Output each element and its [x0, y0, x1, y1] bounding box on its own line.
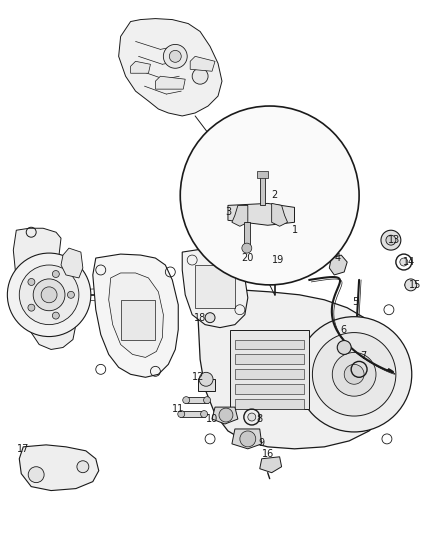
Circle shape — [268, 254, 281, 266]
Polygon shape — [230, 329, 309, 409]
Text: 3: 3 — [225, 207, 231, 217]
Polygon shape — [235, 384, 304, 394]
Circle shape — [28, 467, 44, 482]
Polygon shape — [182, 248, 248, 328]
Circle shape — [381, 230, 401, 250]
Text: 16: 16 — [261, 449, 274, 459]
Polygon shape — [155, 76, 185, 89]
Circle shape — [199, 373, 213, 386]
Text: 2: 2 — [272, 190, 278, 200]
Circle shape — [77, 461, 89, 473]
Polygon shape — [235, 354, 304, 365]
Circle shape — [28, 304, 35, 311]
Polygon shape — [190, 56, 215, 71]
Polygon shape — [329, 255, 347, 275]
Text: 20: 20 — [242, 253, 254, 263]
Text: 17: 17 — [17, 444, 29, 454]
Circle shape — [201, 410, 208, 417]
Circle shape — [312, 333, 396, 416]
Polygon shape — [235, 399, 304, 409]
Text: 1: 1 — [291, 225, 297, 235]
Circle shape — [386, 235, 396, 245]
Text: 7: 7 — [360, 351, 366, 361]
Text: 8: 8 — [257, 414, 263, 424]
Circle shape — [205, 313, 215, 322]
Polygon shape — [235, 369, 304, 379]
Text: 5: 5 — [352, 297, 358, 307]
Polygon shape — [260, 175, 265, 205]
Circle shape — [248, 413, 256, 421]
Polygon shape — [198, 290, 393, 449]
Polygon shape — [198, 379, 215, 391]
Circle shape — [204, 397, 211, 403]
Polygon shape — [13, 228, 76, 350]
Circle shape — [405, 279, 417, 291]
Polygon shape — [185, 397, 208, 403]
Circle shape — [7, 253, 91, 336]
Polygon shape — [244, 222, 250, 245]
Circle shape — [240, 431, 256, 447]
Text: 14: 14 — [403, 257, 415, 267]
Circle shape — [163, 44, 187, 68]
Circle shape — [180, 106, 359, 285]
Polygon shape — [93, 254, 178, 377]
Circle shape — [170, 51, 181, 62]
Polygon shape — [61, 248, 83, 278]
Circle shape — [332, 352, 376, 396]
Text: 4: 4 — [334, 253, 340, 263]
Polygon shape — [232, 429, 262, 449]
Polygon shape — [232, 205, 248, 226]
Circle shape — [41, 287, 57, 303]
Circle shape — [33, 279, 65, 311]
Polygon shape — [131, 61, 150, 73]
Circle shape — [337, 341, 351, 354]
Polygon shape — [260, 457, 282, 473]
Text: 9: 9 — [259, 438, 265, 448]
Polygon shape — [120, 300, 155, 340]
Text: 11: 11 — [172, 404, 184, 414]
Text: 10: 10 — [206, 414, 218, 424]
Circle shape — [192, 68, 208, 84]
Text: 19: 19 — [272, 255, 284, 265]
Polygon shape — [272, 204, 288, 226]
Circle shape — [183, 397, 190, 403]
Polygon shape — [19, 445, 99, 490]
Polygon shape — [109, 273, 163, 358]
Polygon shape — [195, 265, 235, 308]
Polygon shape — [212, 407, 238, 424]
Polygon shape — [180, 411, 205, 417]
Text: 15: 15 — [409, 280, 421, 290]
Circle shape — [28, 278, 35, 286]
Circle shape — [219, 408, 233, 422]
Polygon shape — [228, 204, 294, 225]
Circle shape — [53, 271, 59, 278]
Polygon shape — [235, 340, 304, 350]
Text: 18: 18 — [194, 313, 206, 322]
Circle shape — [19, 265, 79, 325]
Polygon shape — [119, 19, 222, 116]
Circle shape — [53, 312, 59, 319]
Circle shape — [67, 292, 74, 298]
Circle shape — [242, 243, 252, 253]
Text: 6: 6 — [340, 325, 346, 335]
Polygon shape — [257, 171, 268, 177]
Text: 12: 12 — [192, 372, 204, 382]
Circle shape — [344, 365, 364, 384]
Circle shape — [400, 258, 408, 266]
Text: 13: 13 — [388, 235, 400, 245]
Circle shape — [297, 317, 412, 432]
Circle shape — [178, 410, 185, 417]
